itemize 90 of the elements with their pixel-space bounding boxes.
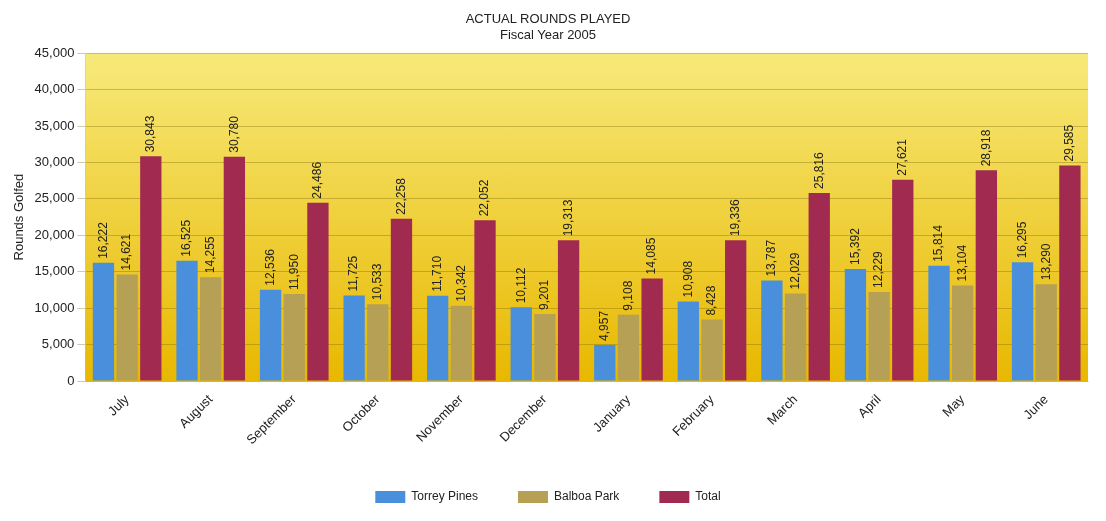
bar <box>200 277 222 381</box>
data-label: 24,486 <box>310 161 325 199</box>
bar <box>975 170 997 381</box>
bar <box>510 307 532 381</box>
bar <box>427 295 449 381</box>
data-label: 13,104 <box>954 244 969 282</box>
bar <box>1059 165 1081 381</box>
data-label: 13,787 <box>764 239 779 277</box>
data-label: 16,525 <box>179 219 194 257</box>
y-tick-label: 40,000 <box>34 81 75 97</box>
bar <box>474 220 496 381</box>
data-label: 10,112 <box>513 267 528 304</box>
y-tick-label: 30,000 <box>34 154 75 170</box>
data-label: 8,428 <box>704 285 719 316</box>
data-label: 30,843 <box>143 115 158 153</box>
y-tick-label: 0 <box>67 372 75 388</box>
bar <box>952 285 974 381</box>
bar <box>1035 284 1057 381</box>
chart-title: ACTUAL ROUNDS PLAYED <box>465 11 631 27</box>
bar <box>259 289 282 381</box>
data-label: 30,780 <box>226 115 241 153</box>
bar <box>641 278 663 381</box>
bar <box>892 179 914 381</box>
y-tick-label: 10,000 <box>34 299 75 315</box>
bar <box>534 313 556 381</box>
data-label: 19,313 <box>560 199 575 237</box>
y-axis-title: Rounds Golfed <box>11 173 27 261</box>
bar <box>116 274 138 381</box>
bar <box>307 202 329 381</box>
data-label: 13,290 <box>1038 243 1053 281</box>
data-label: 4,957 <box>597 310 612 341</box>
data-label: 12,536 <box>262 248 277 286</box>
data-label: 29,585 <box>1062 124 1077 162</box>
data-label: 28,918 <box>978 129 993 167</box>
bar <box>761 280 783 381</box>
bar <box>868 291 890 381</box>
y-tick-label: 15,000 <box>34 263 75 279</box>
bar <box>725 240 747 381</box>
bar <box>557 240 580 381</box>
bar <box>594 344 616 381</box>
bar <box>283 293 305 381</box>
data-label: 11,725 <box>346 255 361 292</box>
data-label: 19,336 <box>728 199 742 237</box>
data-label: 27,621 <box>895 138 910 176</box>
bar <box>784 293 807 381</box>
legend-label: Total <box>695 489 721 504</box>
y-tick-label: 5,000 <box>41 336 75 352</box>
legend-label: Balboa Park <box>553 489 621 504</box>
bar <box>701 319 723 381</box>
bar <box>343 295 365 381</box>
bar <box>450 305 472 381</box>
x-tick-label: May <box>939 391 968 420</box>
data-label: 10,908 <box>680 260 695 298</box>
y-tick-label: 45,000 <box>34 44 75 60</box>
data-label: 15,392 <box>847 227 862 265</box>
data-label: 9,201 <box>537 279 552 310</box>
data-label: 12,229 <box>871 250 886 288</box>
bar <box>677 301 699 381</box>
y-tick-label: 35,000 <box>34 117 75 133</box>
data-label: 22,258 <box>393 177 408 215</box>
data-label: 11,710 <box>429 255 444 292</box>
bar <box>367 304 389 381</box>
data-label: 22,052 <box>477 179 492 217</box>
data-label: 16,222 <box>95 221 110 259</box>
data-label: 12,029 <box>787 252 802 290</box>
bar <box>176 260 198 381</box>
data-label: 16,295 <box>1014 221 1029 259</box>
data-label: 15,814 <box>931 224 946 262</box>
data-label: 14,255 <box>203 236 217 274</box>
bar <box>844 268 867 381</box>
data-label: 11,950 <box>286 253 301 290</box>
bar <box>1011 262 1034 381</box>
bar <box>390 218 413 381</box>
data-label: 10,533 <box>370 263 385 301</box>
data-label: 25,816 <box>811 151 826 189</box>
bar <box>617 314 640 381</box>
data-label: 14,085 <box>644 237 659 275</box>
data-label: 14,621 <box>119 233 134 271</box>
bar <box>140 156 162 381</box>
y-tick-label: 20,000 <box>34 226 75 242</box>
chart-subtitle: Fiscal Year 2005 <box>499 26 597 42</box>
bar <box>928 265 950 381</box>
bar <box>808 192 830 381</box>
x-tick-label: July <box>104 391 133 419</box>
data-label: 9,108 <box>620 280 635 311</box>
y-tick-label: 25,000 <box>34 190 75 206</box>
bar <box>92 262 115 381</box>
legend-label: Torrey Pines <box>411 489 478 504</box>
data-label: 10,342 <box>453 264 468 302</box>
bar <box>223 156 246 381</box>
